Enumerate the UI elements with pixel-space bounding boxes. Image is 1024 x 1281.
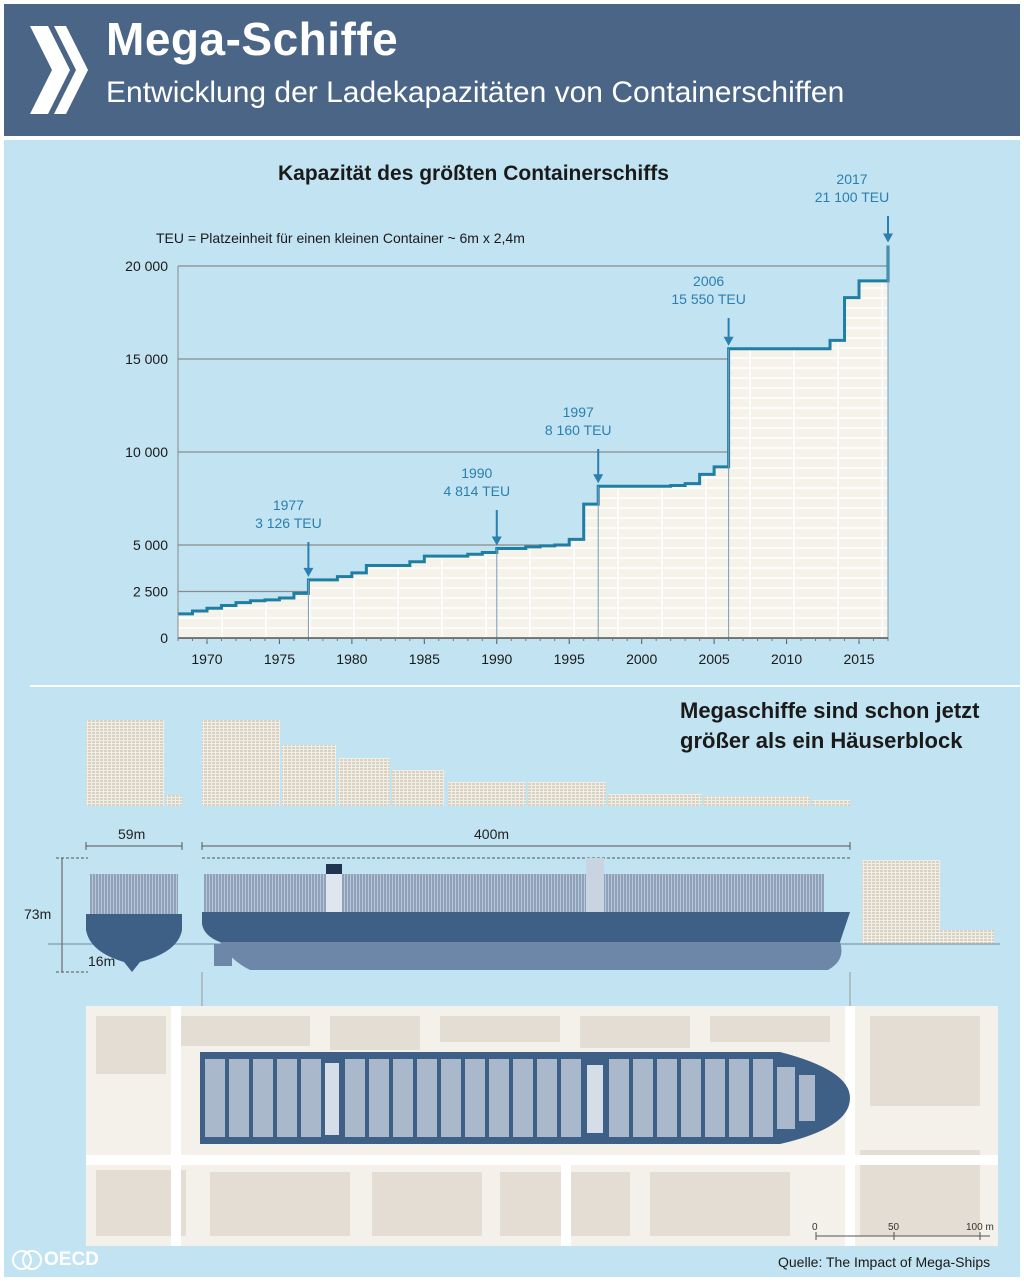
x-tick-label: 2010 [771,651,802,667]
annotation-year: 1990 [461,465,492,481]
y-tick-label: 15 000 [125,351,168,367]
x-tick-label: 2000 [626,651,657,667]
x-tick-label: 2005 [699,651,730,667]
ship-draft-label: 16m [88,953,116,969]
comparison-title-line1: Megaschiffe sind schon jetzt [680,698,980,723]
annotation-year: 2017 [836,171,867,187]
annotation-year: 2006 [693,273,724,289]
ship-height-label: 73m [24,906,52,922]
section-divider [30,685,1020,687]
page-title: Mega-Schiffe [106,13,399,65]
capacity-area [178,245,888,639]
x-tick-label: 1995 [554,651,585,667]
x-tick-label: 1985 [409,651,440,667]
annotation-value: 8 160 TEU [545,422,612,438]
y-tick-label: 0 [160,630,168,646]
arrow-head-icon [303,567,314,577]
capacity-line [178,245,890,616]
y-tick-label: 20 000 [125,258,168,274]
capacity-chart: 1977 3 126 TEU 1990 4 814 TEU 1997 8 160 TEU 2… [125,171,893,667]
y-tick-label: 10 000 [125,444,168,460]
source-note: Quelle: The Impact of Mega-Ships [778,1254,991,1270]
annotation-year: 1977 [273,497,304,513]
annotation-value: 21 100 TEU [815,189,889,205]
header-banner [4,4,1020,136]
x-tick-label: 1980 [336,651,367,667]
ship-length-label: 400m [474,826,510,842]
x-tick-label: 1970 [191,651,222,667]
x-tick-label: 2015 [843,651,874,667]
chart-title: Kapazität des größten Containerschiffs [278,162,669,185]
chart-annotations: 1977 3 126 TEU 1990 4 814 TEU 1997 8 160 TEU 2… [255,171,893,638]
annotation-year: 1997 [563,404,594,420]
annotation-value: 3 126 TEU [255,515,322,531]
page-subtitle: Entwicklung der Ladekapazitäten von Cont… [106,76,845,109]
arrow-head-icon [593,474,604,484]
comparison-title-line2: größer als ein Häuserblock [680,728,963,753]
x-tick-label: 1990 [481,651,512,667]
y-tick-label: 5 000 [133,537,168,553]
chart-axes: 0 2 500 5 000 10 000 15 000 20 000 1970 1975 198… [125,258,889,667]
comparison-title: Megaschiffe sind schon jetzt größer als … [680,696,980,756]
teu-note: TEU = Platzeinheit für einen kleinen Con… [156,230,525,246]
oecd-logo-text: OECD [44,1249,99,1270]
x-tick-label: 1975 [264,651,295,667]
arrow-head-icon [883,233,893,243]
arrow-head-icon [491,536,502,546]
arrow-head-icon [723,336,734,346]
chevron-logo-icon [30,26,88,114]
chart-area [178,245,888,639]
annotation-value: 4 814 TEU [443,483,510,499]
y-tick-label: 2 500 [133,584,168,600]
annotation-value: 15 550 TEU [671,291,745,307]
ship-width-label: 59m [118,826,146,842]
chart-line [178,245,890,616]
